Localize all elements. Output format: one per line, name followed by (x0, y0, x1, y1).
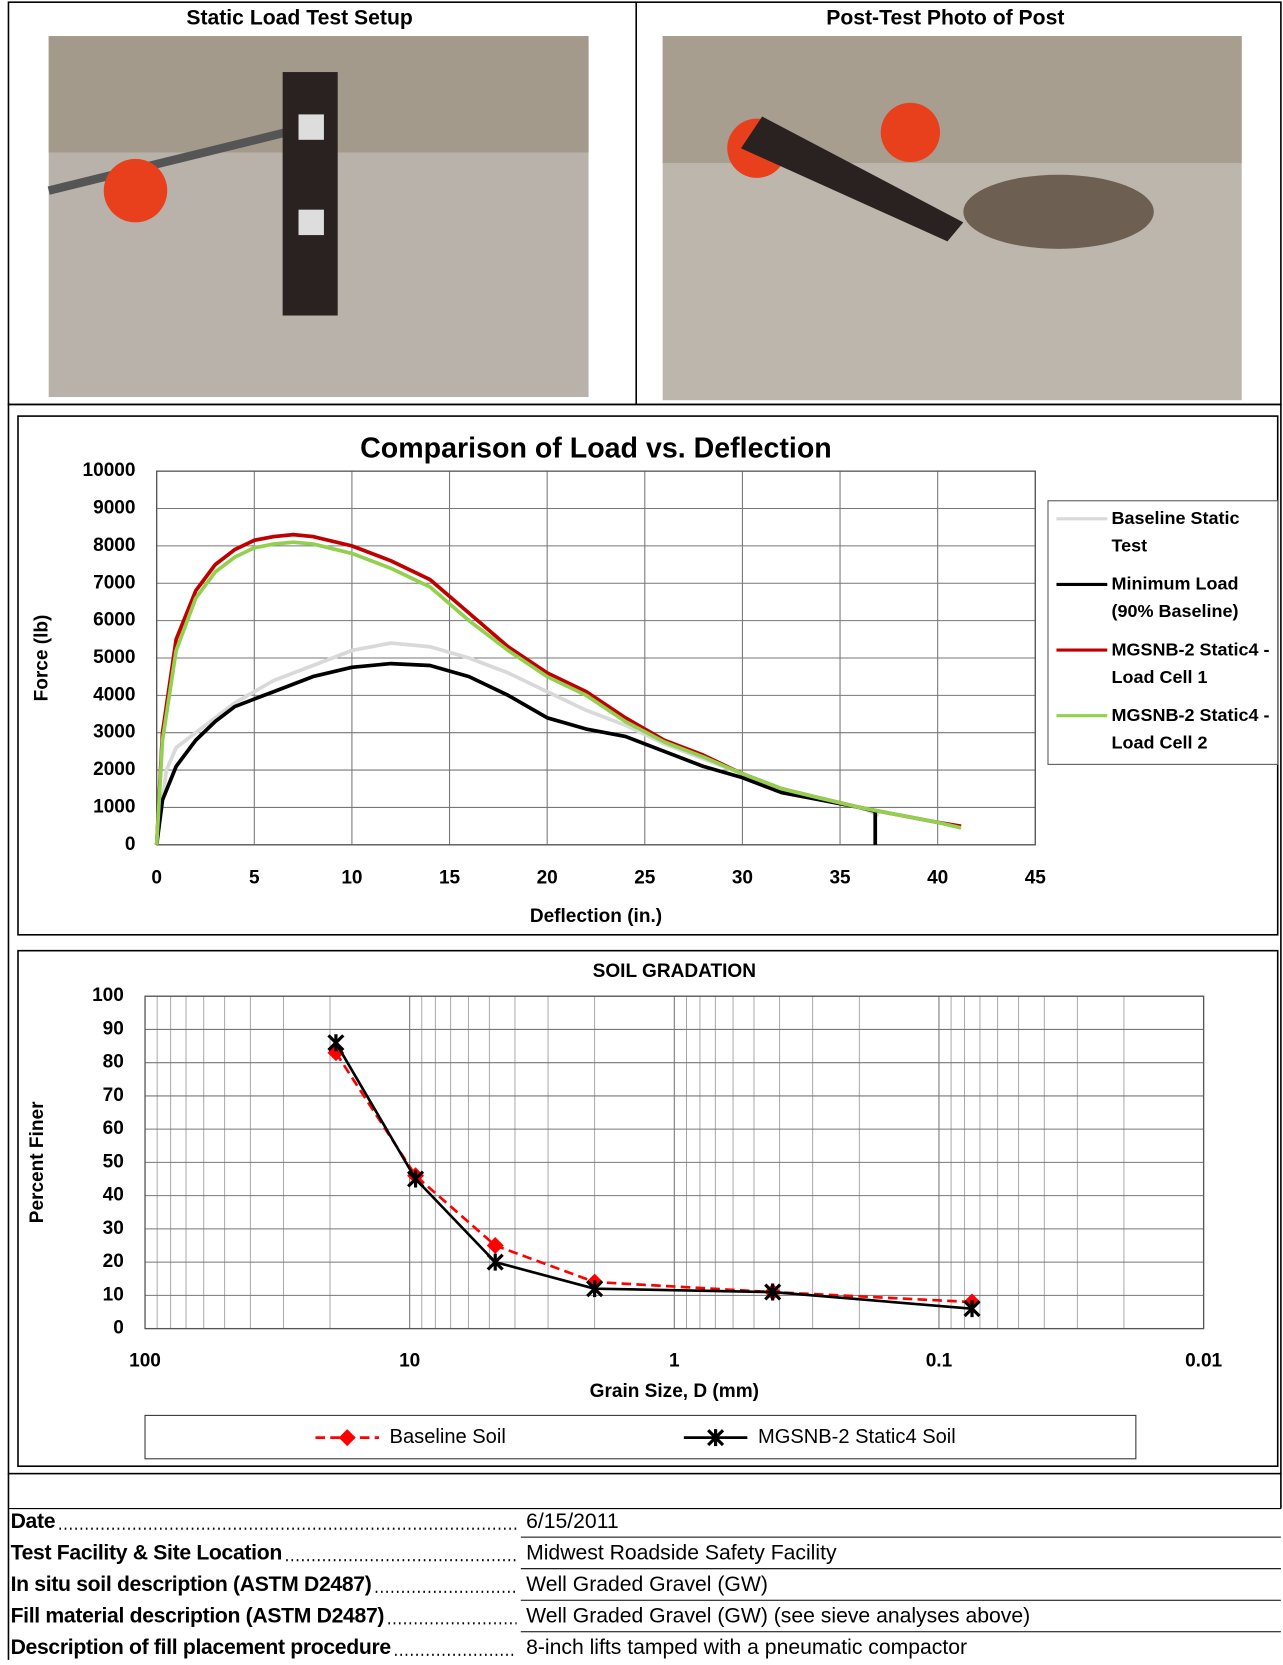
series-line (154, 661, 878, 846)
y-tick-label: 0 (113, 1318, 124, 1339)
marker (586, 1280, 604, 1298)
y-axis-label: Force (lb) (31, 615, 52, 702)
series-line (154, 641, 880, 846)
y-tick-label: 5000 (93, 647, 135, 668)
legend-label: MGSNB-2 Static4 - Load Cell 1 (1111, 639, 1270, 688)
x-tick-label: 10 (399, 1350, 420, 1371)
row-label: Date (11, 1510, 56, 1533)
photo-left (47, 36, 589, 398)
x-tick-label: 0.1 (926, 1350, 953, 1371)
y-tick-label: 10 (103, 1284, 124, 1305)
y-tick-label: 100 (92, 985, 124, 1006)
y-tick-label: 2000 (93, 759, 135, 780)
x-tick-label: 0.01 (1185, 1350, 1222, 1371)
photo-title: Post-Test Photo of Post (826, 7, 1064, 30)
marker (764, 1283, 782, 1301)
legend-label: Baseline Soil (390, 1426, 506, 1448)
y-tick-label: 20 (103, 1251, 124, 1272)
legend-label: Baseline Static Test (1111, 508, 1240, 556)
y-tick-label: 30 (103, 1218, 124, 1239)
legend-label-box: MGSNB-2 Static4 - Load Cell 2 (1111, 705, 1270, 753)
row-value: Well Graded Gravel (GW) (526, 1573, 768, 1596)
chart-title: SOIL GRADATION (593, 961, 756, 982)
x-tick-label: 5 (249, 868, 260, 889)
x-tick-label: 0 (151, 868, 162, 889)
y-tick-label: 10000 (83, 460, 136, 481)
x-tick-label: 15 (439, 868, 461, 889)
legend-label-box: MGSNB-2 Static4 - Load Cell 1 (1111, 639, 1270, 688)
y-tick-label: 90 (103, 1018, 124, 1039)
marker (338, 1429, 356, 1447)
row-value: 8-inch lifts tamped with a pneumatic com… (526, 1636, 967, 1659)
series-line (154, 540, 962, 845)
legend-label: Minimum Load (90% Baseline) (1111, 573, 1239, 622)
y-tick-label: 50 (103, 1151, 124, 1172)
row-value: Well Graded Gravel (GW) (see sieve analy… (526, 1605, 1030, 1628)
legend (1047, 500, 1279, 765)
x-axis-label: Grain Size, D (mm) (590, 1381, 759, 1402)
plot-area (144, 995, 1205, 1330)
y-tick-label: 1000 (93, 796, 135, 817)
legend-label: MGSNB-2 Static4 - Load Cell 2 (1111, 705, 1270, 753)
legend-label: MGSNB-2 Static4 Soil (758, 1426, 956, 1448)
row-label: Test Facility & Site Location (11, 1541, 282, 1564)
row-value: 6/15/2011 (526, 1510, 619, 1533)
y-tick-label: 9000 (93, 498, 135, 519)
series-line (334, 1052, 973, 1304)
row-label: Description of fill placement procedure (11, 1636, 392, 1659)
y-tick-label: 40 (103, 1185, 124, 1206)
row-label: In situ soil description (ASTM D2487) (11, 1573, 372, 1596)
x-tick-label: 35 (829, 868, 851, 889)
x-tick-label: 40 (927, 868, 948, 889)
x-tick-label: 100 (129, 1350, 161, 1371)
y-tick-label: 8000 (93, 535, 135, 556)
marker (327, 1034, 345, 1052)
row-value: Midwest Roadside Safety Facility (526, 1541, 837, 1564)
photo-right (662, 36, 1242, 401)
x-tick-label: 25 (634, 868, 656, 889)
x-tick-label: 20 (537, 868, 558, 889)
y-tick-label: 80 (103, 1052, 124, 1073)
y-tick-label: 6000 (93, 610, 135, 631)
y-axis-label: Percent Finer (27, 1101, 48, 1223)
y-tick-label: 3000 (93, 722, 135, 743)
series-line (334, 1042, 973, 1311)
x-tick-label: 30 (732, 868, 753, 889)
legend-label-box: Minimum Load (90% Baseline) (1111, 573, 1239, 622)
photo-title: Static Load Test Setup (186, 7, 413, 30)
y-tick-label: 70 (103, 1085, 124, 1106)
plot-area (156, 470, 1036, 846)
x-axis-label: Deflection (in.) (530, 906, 662, 927)
x-tick-label: 1 (669, 1350, 680, 1371)
marker (486, 1253, 504, 1271)
y-tick-label: 7000 (93, 572, 135, 593)
chart-title: Comparison of Load vs. Deflection (360, 433, 832, 465)
y-tick-label: 60 (103, 1118, 124, 1139)
marker (963, 1300, 981, 1318)
x-tick-label: 10 (341, 868, 362, 889)
y-tick-label: 4000 (93, 684, 135, 705)
marker (486, 1237, 504, 1254)
y-tick-label: 0 (125, 834, 136, 855)
legend (144, 1414, 1137, 1460)
x-tick-label: 45 (1025, 868, 1047, 889)
marker (707, 1429, 725, 1447)
row-label: Fill material description (ASTM D2487) (11, 1605, 385, 1628)
marker (407, 1170, 425, 1188)
legend-label-box: Baseline Static Test (1111, 508, 1240, 556)
